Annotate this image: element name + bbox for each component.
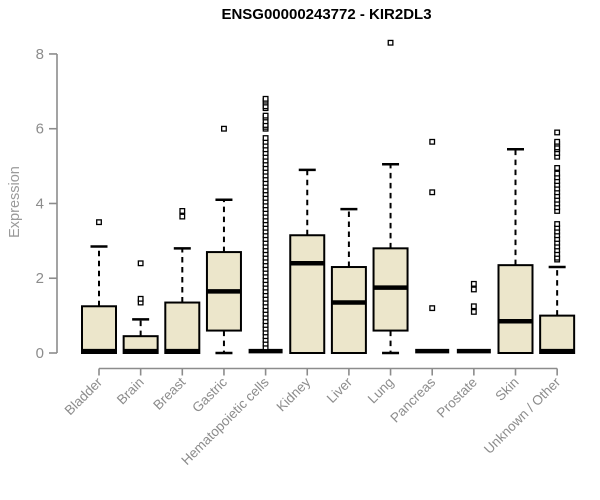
y-tick-label: 4 xyxy=(36,195,44,212)
outlier-point xyxy=(470,280,477,287)
x-tick-label: Lung xyxy=(365,375,397,407)
box-6 xyxy=(330,266,367,354)
outlier-point xyxy=(470,286,477,293)
y-tick-label: 0 xyxy=(36,345,44,362)
box-2 xyxy=(164,301,201,354)
outlier-point xyxy=(429,305,436,312)
outlier-point xyxy=(554,165,561,171)
x-tick-label: Bladder xyxy=(62,374,106,418)
outlier-point xyxy=(554,170,561,177)
x-tick-label: Prostate xyxy=(434,375,480,421)
x-tick-label: Skin xyxy=(492,375,521,404)
outlier-point xyxy=(96,219,102,226)
x-tick-label: Gastric xyxy=(189,374,230,415)
x-tick-label: Pancreas xyxy=(387,374,438,425)
outlier-point xyxy=(137,260,144,267)
outlier-point xyxy=(137,295,144,302)
outlier-point xyxy=(554,221,561,227)
chart-title: ENSG00000243772 - KIR2DL3 xyxy=(221,6,432,23)
x-tick-label: Kidney xyxy=(274,374,314,414)
outlier-point xyxy=(387,39,394,46)
outlier-point xyxy=(262,135,269,142)
box-10 xyxy=(497,264,534,355)
outlier-point xyxy=(470,308,477,315)
x-tick-label: Breast xyxy=(150,374,188,412)
outlier-point xyxy=(554,129,561,136)
box-0 xyxy=(81,305,117,354)
outlier-point xyxy=(262,112,269,119)
y-tick-label: 2 xyxy=(36,270,44,287)
box-5 xyxy=(289,234,326,355)
outlier-point xyxy=(220,125,227,132)
outlier-point xyxy=(470,303,477,310)
y-tick-label: 6 xyxy=(36,121,44,138)
box-11 xyxy=(539,314,576,354)
outlier-point xyxy=(179,208,186,214)
x-tick-label: Unknown / Other xyxy=(481,374,564,457)
outlier-point xyxy=(554,138,561,145)
outlier-point xyxy=(179,213,186,220)
outlier-point xyxy=(429,138,436,145)
x-tick-label: Brain xyxy=(114,375,147,408)
y-tick-label: 8 xyxy=(36,46,44,63)
x-tick-label: Liver xyxy=(324,374,356,406)
outlier-point xyxy=(262,95,269,102)
outlier-point xyxy=(429,189,436,196)
